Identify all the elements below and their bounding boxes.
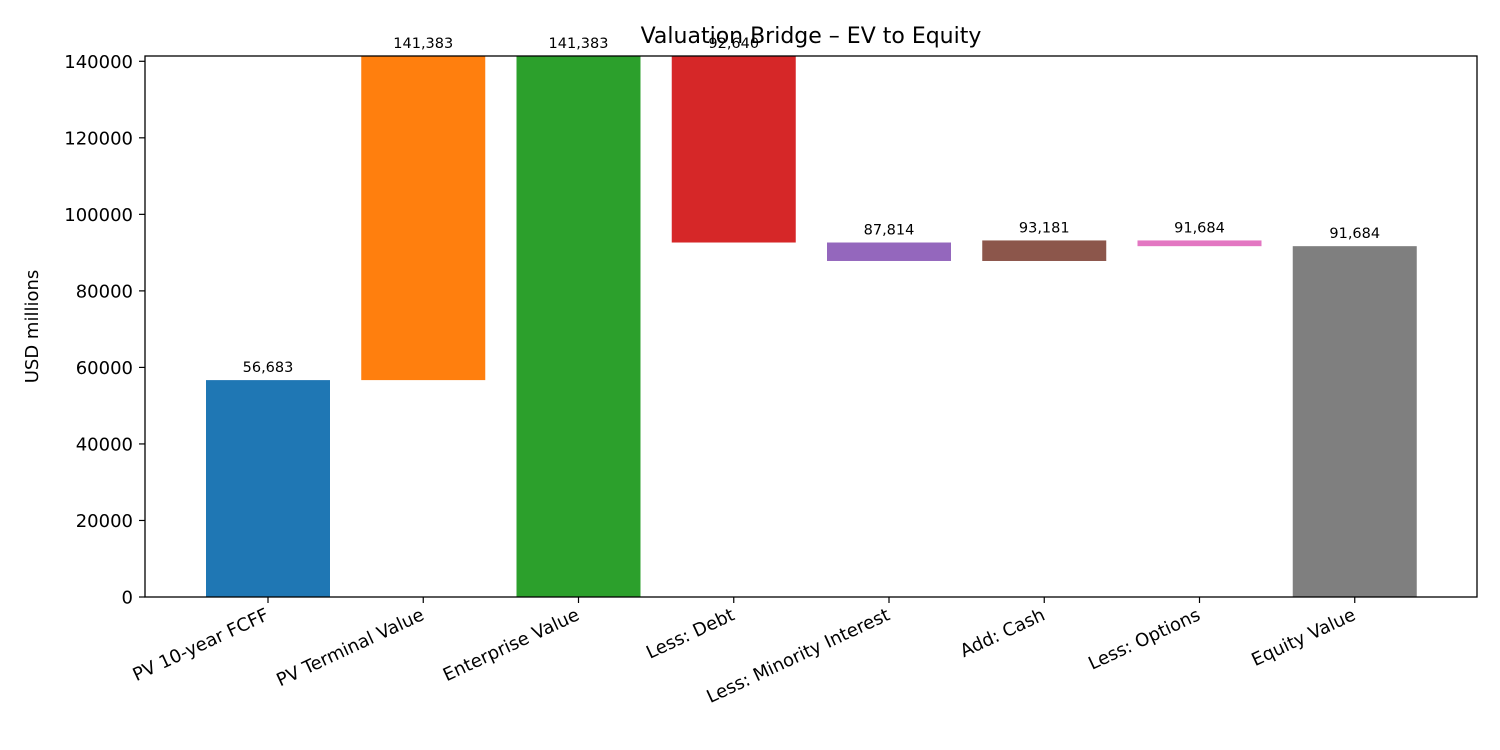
data-label: 93,181	[1019, 220, 1070, 236]
data-label: 56,683	[243, 360, 294, 376]
y-tick-label: 20000	[76, 511, 133, 532]
bar-7	[1292, 246, 1417, 598]
y-tick-label: 120000	[64, 128, 133, 149]
bar-3	[671, 56, 796, 243]
plot-area: 56,683 141,383 141,383 92,640 87,814 93,181 91…	[206, 36, 1417, 598]
data-label: 91,684	[1329, 226, 1380, 242]
y-tick-label: 40000	[76, 434, 133, 455]
y-tick-label: 0	[122, 588, 133, 609]
y-tick-label: 60000	[76, 358, 133, 379]
data-label: 87,814	[864, 223, 915, 239]
y-axis-title: USD millions	[22, 270, 43, 384]
y-tick-label: 100000	[64, 205, 133, 226]
plot-frame	[144, 55, 1478, 598]
bar-0	[206, 380, 330, 597]
data-label: 91,684	[1174, 220, 1225, 236]
chart-title: Valuation Bridge – EV to Equity	[641, 24, 982, 49]
data-label: 141,383	[393, 36, 453, 52]
bar-6	[1137, 240, 1262, 247]
bar-2	[516, 56, 641, 597]
bar-1	[361, 56, 486, 381]
data-label: 92,640	[708, 36, 759, 52]
data-label: 141,383	[549, 36, 609, 52]
bar-4	[827, 242, 951, 261]
y-tick-label: 80000	[76, 281, 133, 302]
y-tick-label: 140000	[64, 52, 133, 73]
bar-5	[982, 240, 1107, 261]
